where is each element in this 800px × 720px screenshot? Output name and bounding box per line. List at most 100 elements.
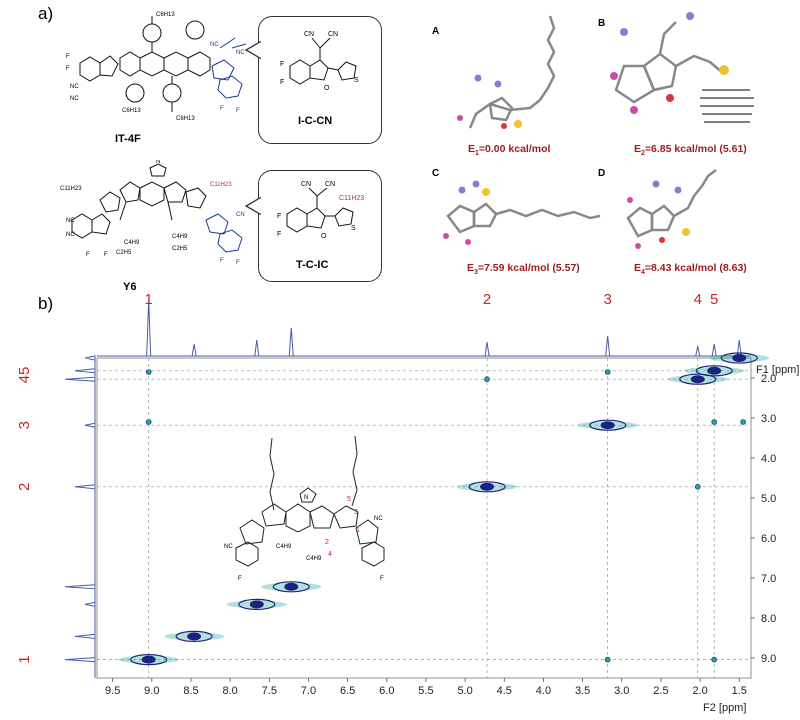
svg-text:F: F bbox=[280, 61, 284, 68]
conformer-energy-c: E3=7.59 kcal/mol (5.57) bbox=[467, 262, 580, 277]
svg-text:NC: NC bbox=[210, 42, 219, 48]
svg-text:F: F bbox=[277, 213, 281, 220]
diagonal-peak-center bbox=[141, 655, 156, 664]
svg-text:C6H13: C6H13 bbox=[122, 108, 141, 114]
svg-text:F: F bbox=[104, 252, 108, 258]
diagonal-peak-contour bbox=[468, 481, 506, 493]
y-tick-label: 2.0 bbox=[761, 373, 776, 385]
panel-a-label: a) bbox=[38, 4, 54, 23]
x-tick-label: 2.0 bbox=[692, 685, 707, 697]
x-tick-label: 5.0 bbox=[457, 685, 472, 697]
left-peak-label: 5 bbox=[16, 367, 33, 375]
svg-text:C2H5: C2H5 bbox=[172, 246, 188, 252]
top-peak-label: 2 bbox=[483, 291, 491, 308]
x-tick-label: 3.5 bbox=[575, 685, 590, 697]
fragment-bubble-1 bbox=[258, 16, 382, 144]
svg-text:F: F bbox=[220, 258, 224, 264]
conformer-energy-d: E4=8.43 kcal/mol (8.63) bbox=[634, 262, 747, 277]
diagonal-peak-center bbox=[187, 632, 202, 641]
cross-peak bbox=[711, 419, 717, 425]
cross-peak bbox=[711, 656, 717, 663]
svg-text:CN: CN bbox=[328, 31, 338, 38]
svg-text:N: N bbox=[156, 160, 160, 165]
molecule-name-it4f: IT-4F bbox=[115, 133, 141, 145]
svg-text:C4H9: C4H9 bbox=[124, 240, 140, 246]
x-tick-label: 2.5 bbox=[653, 685, 668, 697]
plot-frame bbox=[96, 357, 752, 679]
svg-text:5: 5 bbox=[347, 496, 351, 503]
top-peak-label: 4 bbox=[694, 291, 702, 308]
svg-text:F: F bbox=[236, 260, 240, 266]
x-tick-label: 8.5 bbox=[183, 685, 198, 697]
cross-peak bbox=[145, 419, 152, 425]
svg-text:F: F bbox=[277, 231, 281, 238]
x-tick-label: 5.5 bbox=[418, 685, 433, 697]
svg-text:CN: CN bbox=[236, 212, 245, 218]
diagonal-peak-center bbox=[600, 421, 615, 430]
conformer-energy-b: E2=6.85 kcal/mol (5.61) bbox=[634, 143, 747, 158]
left-peak-label: 3 bbox=[16, 421, 33, 429]
svg-text:NC: NC bbox=[66, 232, 75, 238]
cross-peak bbox=[604, 369, 611, 375]
y6-structure: N C11H23 C11H23 C4H9 C2H5 C4H9 C2H5 NC N… bbox=[60, 160, 245, 266]
svg-text:3: 3 bbox=[354, 509, 358, 516]
x-tick-label: 7.0 bbox=[301, 685, 316, 697]
svg-text:C2H5: C2H5 bbox=[116, 250, 132, 256]
top-peak-label: 5 bbox=[710, 291, 718, 308]
svg-text:CN: CN bbox=[304, 31, 314, 38]
cross-peak bbox=[484, 376, 490, 383]
y-tick-label: 7.0 bbox=[761, 573, 776, 585]
left-peak-label: 2 bbox=[16, 483, 33, 491]
conformer-letter-a: A bbox=[432, 26, 440, 37]
left-1d-spectrum-trace bbox=[64, 355, 96, 678]
cross-peak bbox=[145, 369, 152, 375]
svg-text:F: F bbox=[220, 106, 224, 112]
svg-text:C4H9: C4H9 bbox=[306, 556, 322, 562]
diagonal-peak-contour bbox=[589, 419, 627, 431]
diagonal-peak-center bbox=[690, 375, 705, 384]
diagonal-peak-contour bbox=[679, 373, 717, 385]
svg-text:F: F bbox=[238, 576, 242, 582]
f1-axis-label: F1 [ppm] bbox=[756, 364, 799, 376]
svg-text:NC: NC bbox=[70, 96, 79, 102]
left-peak-label: 4 bbox=[16, 375, 33, 383]
svg-text:NC: NC bbox=[66, 218, 75, 224]
fragment-name-tcic: T-C-IC bbox=[296, 259, 329, 271]
x-tick-label: 6.0 bbox=[379, 685, 394, 697]
diagonal-peak-center bbox=[707, 366, 722, 375]
diagonal-peak-center bbox=[284, 582, 299, 591]
y-tick-label: 4.0 bbox=[761, 453, 776, 465]
x-tick-label: 8.0 bbox=[223, 685, 238, 697]
svg-text:O: O bbox=[324, 85, 330, 92]
left-peak-label: 1 bbox=[16, 655, 33, 663]
x-tick-label: 6.5 bbox=[340, 685, 355, 697]
conformer-letter-c: C bbox=[432, 168, 440, 179]
conformer-model-b bbox=[610, 12, 754, 123]
diagonal-peak-contour bbox=[130, 653, 168, 666]
diagonal-peak-contour bbox=[238, 598, 276, 611]
svg-text:S: S bbox=[351, 225, 356, 232]
svg-text:2: 2 bbox=[325, 539, 329, 546]
svg-text:F: F bbox=[66, 54, 70, 60]
x-tick-label: 7.5 bbox=[262, 685, 277, 697]
svg-text:NC: NC bbox=[70, 84, 79, 90]
panel-b-label: b) bbox=[38, 294, 54, 313]
fragment-bubble-2 bbox=[258, 170, 382, 282]
svg-text:S: S bbox=[354, 77, 359, 84]
x-tick-label: 3.0 bbox=[614, 685, 629, 697]
top-peak-label: 3 bbox=[603, 291, 611, 308]
diagonal-peak-contour bbox=[272, 581, 310, 593]
conformer-letter-d: D bbox=[598, 168, 606, 179]
svg-text:4: 4 bbox=[328, 551, 332, 558]
t-c-ic-structure: CN CN C11H23 F F O S bbox=[277, 181, 364, 240]
conformer-model-a bbox=[457, 15, 556, 129]
molecule-name-y6: Y6 bbox=[123, 281, 137, 293]
bubble-pointer-1 bbox=[244, 40, 262, 60]
svg-text:C4H9: C4H9 bbox=[276, 544, 292, 550]
svg-text:CN: CN bbox=[301, 181, 311, 188]
top-peak-label: 1 bbox=[145, 291, 153, 308]
svg-text:C6H13: C6H13 bbox=[176, 116, 195, 122]
i-c-cn-structure: CN CN F F O S bbox=[280, 31, 359, 92]
bubble-pointer-2 bbox=[244, 196, 262, 216]
svg-text:F: F bbox=[66, 66, 70, 72]
